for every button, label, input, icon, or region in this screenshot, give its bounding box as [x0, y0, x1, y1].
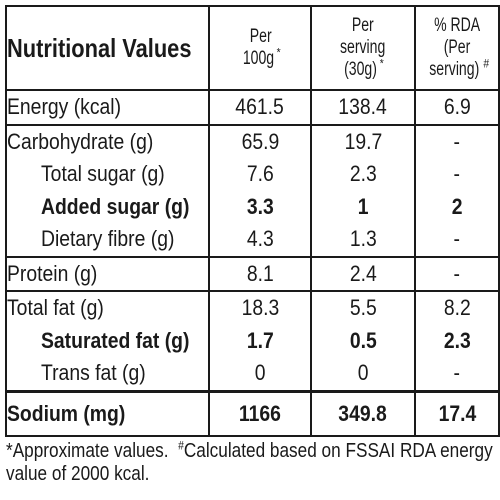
table-row-carbohydrate: Carbohydrate (g) 65.9 19.7 - — [5, 123, 500, 158]
row-label: Total fat (g) — [5, 290, 210, 325]
row-label: Protein (g) — [5, 255, 210, 292]
per-100g-value: 461.5 — [208, 89, 312, 126]
footnote-mark-hash: # — [178, 438, 184, 453]
rda-value: 2.3 — [414, 324, 500, 357]
table-row-added-sugar: Added sugar (g) 3.3 1 2 — [5, 190, 500, 223]
rda-value: - — [414, 357, 500, 392]
rda-value: 6.9 — [414, 89, 500, 126]
per-serving-value: 2.3 — [310, 158, 416, 191]
rda-value: - — [414, 255, 500, 292]
rda-value: 17.4 — [414, 389, 500, 437]
rda-value: 8.2 — [414, 290, 500, 325]
per-serving-value: 19.7 — [310, 123, 416, 158]
per-100g-value: 3.3 — [208, 190, 312, 223]
per-serving-value: 0.5 — [310, 324, 416, 357]
per-100g-value: 1.7 — [208, 324, 312, 357]
per-serving-value: 2.4 — [310, 255, 416, 292]
column-header-rda: % RDA (Per serving) # — [414, 5, 500, 91]
per-100g-value: 8.1 — [208, 255, 312, 292]
per-serving-value: 138.4 — [310, 89, 416, 126]
column-header-per-serving: Per serving (30g) * — [310, 5, 416, 91]
per-serving-value: 0 — [310, 357, 416, 392]
per-serving-value: 1 — [310, 190, 416, 223]
table-row-sodium: Sodium (mg) 1166 349.8 17.4 — [5, 389, 500, 437]
table-row-dietary-fibre: Dietary fibre (g) 4.3 1.3 - — [5, 223, 500, 258]
per-serving-value: 1.3 — [310, 223, 416, 258]
per-100g-value: 7.6 — [208, 158, 312, 191]
row-label: Carbohydrate (g) — [5, 123, 210, 158]
table-row-total-fat: Total fat (g) 18.3 5.5 8.2 — [5, 290, 500, 325]
row-label: Saturated fat (g) — [5, 324, 210, 357]
rda-value: - — [414, 223, 500, 258]
table-row-energy: Energy (kcal) 461.5 138.4 6.9 — [5, 89, 500, 126]
per-serving-value: 349.8 — [310, 389, 416, 437]
row-label: Total sugar (g) — [5, 158, 210, 191]
row-label: Sodium (mg) — [5, 389, 210, 437]
column-header-per-100g: Per 100g * — [208, 5, 312, 91]
row-label: Dietary fibre (g) — [5, 223, 210, 258]
table-header-row: Nutritional Values Per 100g * Per serving (3… — [5, 5, 500, 91]
per-100g-value: 65.9 — [208, 123, 312, 158]
nutrition-table: Nutritional Values Per 100g * Per serving (3… — [5, 5, 500, 437]
row-label: Energy (kcal) — [5, 89, 210, 126]
row-label: Trans fat (g) — [5, 357, 210, 392]
per-100g-value: 4.3 — [208, 223, 312, 258]
footnote-approximate: Approximate values. — [12, 440, 169, 462]
per-100g-value: 0 — [208, 357, 312, 392]
per-100g-value: 1166 — [208, 389, 312, 437]
rda-value: - — [414, 123, 500, 158]
per-serving-value: 5.5 — [310, 290, 416, 325]
table-row-protein: Protein (g) 8.1 2.4 - — [5, 255, 500, 292]
footnote-rda-basis: Calculated based on FSSAI RDA energy val… — [6, 440, 493, 485]
table-row-trans-fat: Trans fat (g) 0 0 - — [5, 357, 500, 392]
table-row-total-sugar: Total sugar (g) 7.6 2.3 - — [5, 158, 500, 191]
rda-value: 2 — [414, 190, 500, 223]
rda-value: - — [414, 158, 500, 191]
footnote-mark-asterisk: * — [6, 440, 13, 462]
footnote: *Approximate values. #Calculated based o… — [6, 438, 496, 486]
row-label: Added sugar (g) — [5, 190, 210, 223]
table-title: Nutritional Values — [5, 5, 210, 91]
per-100g-value: 18.3 — [208, 290, 312, 325]
table-row-saturated-fat: Saturated fat (g) 1.7 0.5 2.3 — [5, 324, 500, 357]
